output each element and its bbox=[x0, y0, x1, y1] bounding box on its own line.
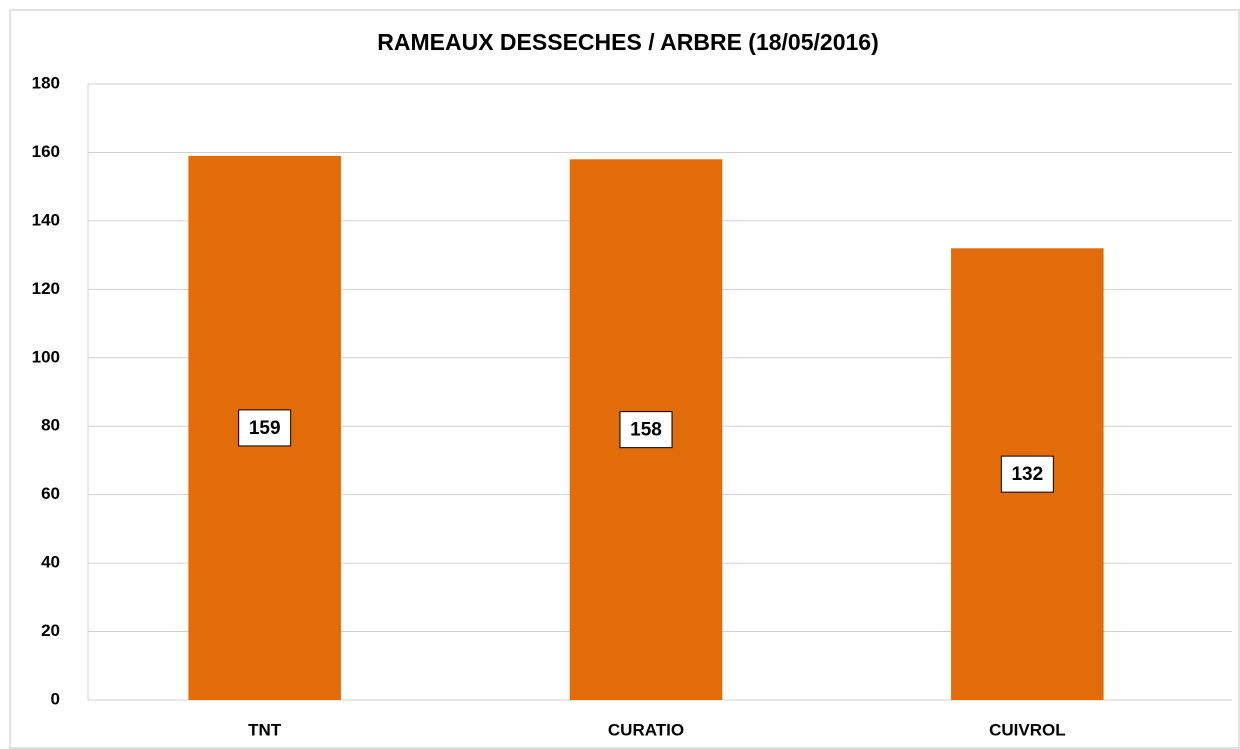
y-tick-label: 0 bbox=[51, 689, 60, 708]
y-tick-label: 40 bbox=[41, 553, 60, 572]
data-label: 159 bbox=[249, 418, 281, 439]
data-label-box bbox=[1000, 455, 1054, 493]
y-tick-label: 140 bbox=[32, 210, 60, 229]
data-label: 132 bbox=[1011, 464, 1043, 485]
x-tick-label: CURATIO bbox=[608, 720, 684, 739]
x-tick-label: TNT bbox=[248, 720, 282, 739]
y-tick-label: 60 bbox=[41, 484, 60, 503]
y-tick-label: 180 bbox=[32, 73, 60, 92]
data-label: 158 bbox=[630, 420, 662, 441]
y-tick-label: 100 bbox=[32, 347, 60, 366]
data-label-box bbox=[619, 411, 673, 449]
y-tick-label: 80 bbox=[41, 416, 60, 435]
chart-title: RAMEAUX DESSECHES / ARBRE (18/05/2016) bbox=[377, 29, 878, 55]
data-label-box bbox=[238, 409, 292, 447]
x-tick-label: CUIVROL bbox=[989, 720, 1066, 739]
y-tick-label: 20 bbox=[41, 621, 60, 640]
y-tick-label: 120 bbox=[32, 279, 60, 298]
y-tick-label: 160 bbox=[32, 142, 60, 161]
